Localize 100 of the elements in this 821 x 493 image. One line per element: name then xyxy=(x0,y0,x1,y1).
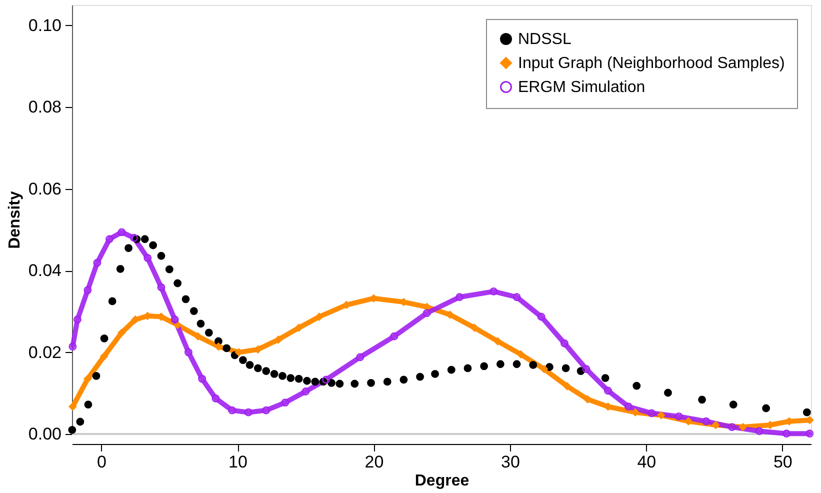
point xyxy=(537,312,546,321)
point xyxy=(546,363,554,371)
point xyxy=(356,353,364,362)
legend-label: NDSSL xyxy=(518,31,572,48)
point xyxy=(212,394,220,402)
point xyxy=(516,350,525,358)
point xyxy=(130,234,138,242)
point xyxy=(322,376,330,384)
point xyxy=(802,408,811,416)
point xyxy=(422,309,431,318)
point xyxy=(447,366,456,374)
point xyxy=(496,360,504,368)
point xyxy=(512,360,521,368)
point xyxy=(762,404,770,412)
point xyxy=(632,382,641,390)
point xyxy=(702,417,710,426)
point xyxy=(281,398,290,406)
point xyxy=(196,320,205,328)
point xyxy=(560,339,568,348)
x-tick-label: 20 xyxy=(364,452,384,472)
point xyxy=(383,378,392,386)
point xyxy=(367,378,375,387)
point xyxy=(239,356,247,364)
point xyxy=(170,316,179,324)
point xyxy=(100,352,108,360)
point xyxy=(108,297,116,306)
point xyxy=(84,400,92,409)
point xyxy=(755,427,764,436)
point xyxy=(684,417,692,426)
x-tick-label: 0 xyxy=(97,452,107,472)
point xyxy=(738,423,747,432)
point xyxy=(712,421,720,429)
point xyxy=(246,361,254,369)
point xyxy=(782,430,790,438)
point xyxy=(262,406,270,414)
point xyxy=(198,374,206,383)
point xyxy=(303,376,311,385)
point xyxy=(648,409,656,418)
x-axis-title: Degree xyxy=(414,472,470,490)
point xyxy=(157,252,166,260)
point xyxy=(190,307,198,315)
point xyxy=(729,400,738,409)
point xyxy=(262,367,270,376)
y-tick-label: 0.04 xyxy=(28,261,62,280)
point xyxy=(204,328,213,337)
point xyxy=(674,412,683,420)
point xyxy=(698,396,706,404)
point xyxy=(116,264,124,273)
point xyxy=(563,382,572,390)
point xyxy=(601,374,610,382)
point xyxy=(540,365,548,373)
point xyxy=(311,378,320,386)
point xyxy=(244,408,252,416)
point xyxy=(664,388,672,397)
point xyxy=(228,406,236,414)
point xyxy=(73,316,82,324)
point xyxy=(278,372,286,380)
point xyxy=(470,324,478,332)
point xyxy=(336,380,344,388)
y-tick-label: 0.06 xyxy=(28,179,62,198)
x-tick-label: 10 xyxy=(228,452,248,472)
y-tick-label: 0.10 xyxy=(28,16,62,35)
point xyxy=(328,378,336,387)
point xyxy=(182,295,190,304)
point xyxy=(118,328,126,337)
point xyxy=(494,337,502,346)
point xyxy=(84,286,92,294)
point xyxy=(512,293,521,302)
y-tick-label: 0.02 xyxy=(28,342,62,362)
point xyxy=(400,376,408,384)
point xyxy=(456,293,464,302)
point xyxy=(624,402,632,411)
point xyxy=(157,283,166,292)
point xyxy=(184,348,192,356)
point xyxy=(806,430,814,438)
point xyxy=(562,364,570,372)
point xyxy=(68,426,76,434)
point xyxy=(582,365,590,373)
point xyxy=(431,370,439,378)
point xyxy=(294,324,303,332)
legend-label: Input Graph (Neighborhood Samples) xyxy=(518,55,785,72)
y-tick-label: 0.00 xyxy=(28,424,62,444)
point xyxy=(93,258,102,267)
point xyxy=(446,310,454,319)
x-tick-label: 50 xyxy=(773,452,792,472)
point xyxy=(480,362,488,370)
point xyxy=(728,423,736,431)
point xyxy=(140,235,149,244)
point xyxy=(118,228,126,236)
point xyxy=(464,364,472,372)
point xyxy=(144,254,152,262)
point xyxy=(604,386,612,395)
point xyxy=(174,279,182,288)
point xyxy=(490,287,498,296)
point xyxy=(315,312,324,321)
point xyxy=(529,361,538,369)
point xyxy=(68,402,77,411)
point xyxy=(350,380,359,388)
legend-label: ERGM Simulation xyxy=(518,79,646,96)
point xyxy=(194,332,202,340)
